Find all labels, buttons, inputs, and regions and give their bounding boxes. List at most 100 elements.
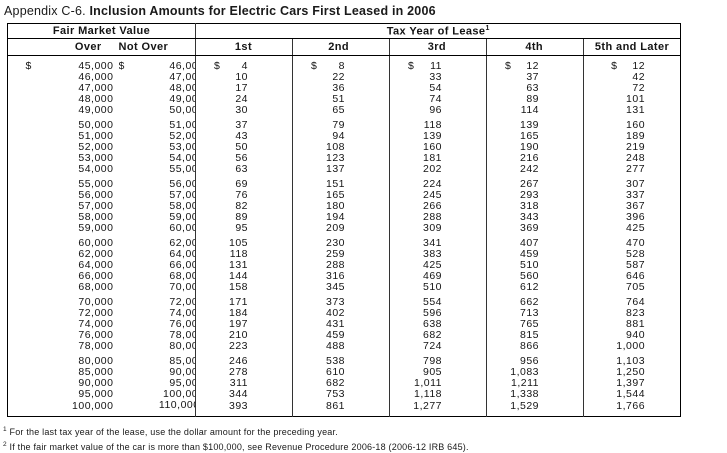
cell-value: 158 — [229, 282, 248, 293]
footnote-2: 2 If the fair market value of the car is… — [3, 439, 727, 453]
table-cell: 344 — [196, 389, 293, 400]
appendix-label: Appendix C-6. — [4, 4, 86, 18]
table-cell: $12 — [584, 61, 681, 72]
cell-value: 242 — [520, 164, 539, 175]
cell-value: 861 — [326, 401, 345, 412]
tax-year-label: Tax Year of Lease — [387, 25, 486, 37]
table-cell: 54,000 — [8, 164, 119, 175]
cell-value: 50 — [235, 142, 248, 153]
table-cell: 36 — [293, 83, 390, 94]
column-header-1st: 1st — [196, 39, 293, 56]
table-cell: 209 — [293, 223, 390, 234]
cell-value: 538 — [326, 356, 345, 367]
cell-value: 118 — [230, 249, 248, 260]
cell-value: 62,000 — [169, 238, 195, 249]
cell-value: 22 — [332, 72, 345, 83]
cell-value: 682 — [326, 378, 345, 389]
table-cell: 50,000 — [119, 105, 196, 116]
cell-value: 51,000 — [78, 131, 113, 142]
cell-value: 367 — [626, 201, 645, 212]
footnote-1: 1 For the last tax year of the lease, us… — [3, 424, 727, 439]
table-cell: 369 — [487, 223, 584, 234]
cell-value: 50,000 — [78, 120, 113, 131]
table-cell: 60,000 — [119, 223, 196, 234]
cell-value: 610 — [326, 367, 345, 378]
table-cell: 764 — [584, 297, 681, 308]
cell-value: 47,000 — [78, 83, 113, 94]
table-cell: 47,000 — [119, 72, 196, 83]
cell-value: 64,000 — [169, 249, 195, 260]
table-cell: 638 — [390, 319, 487, 330]
table-cell: 47,000 — [8, 83, 119, 94]
table-cell: 798 — [390, 356, 487, 367]
table-cell: 56,000 — [8, 190, 119, 201]
cell-value: 12 — [632, 61, 645, 72]
table-cell: 78,000 — [8, 341, 119, 352]
cell-value: 288 — [423, 212, 442, 223]
cell-value: 49,000 — [78, 105, 113, 116]
table-cell: 72 — [584, 83, 681, 94]
table-cell: 50,000 — [8, 120, 119, 131]
table-cell: $12 — [487, 61, 584, 72]
table-cell: 51,000 — [8, 131, 119, 142]
table-cell: 905 — [390, 367, 487, 378]
cell-value: 96 — [429, 105, 442, 116]
cell-value: 1,766 — [616, 401, 645, 412]
cell-value: 1,529 — [510, 401, 539, 412]
cell-value: 383 — [423, 249, 442, 260]
column-header-4th: 4th — [487, 39, 584, 56]
table-cell: 341 — [390, 238, 487, 249]
cell-value: 74,000 — [78, 319, 113, 330]
cell-value: 337 — [626, 190, 645, 201]
table-cell: 160 — [584, 120, 681, 131]
table-cell: 57,000 — [119, 190, 196, 201]
dollar-sign: $ — [611, 61, 617, 72]
cell-value: 459 — [326, 330, 345, 341]
table-cell: 861 — [293, 400, 390, 412]
cell-value: 53,000 — [78, 153, 113, 164]
cell-value: 1,250 — [616, 367, 645, 378]
cell-value: 373 — [326, 297, 345, 308]
table-cell: 108 — [293, 142, 390, 153]
table-cell: 248 — [584, 153, 681, 164]
cell-value: 638 — [423, 319, 442, 330]
table-cell: 425 — [584, 223, 681, 234]
cell-value: 393 — [229, 401, 248, 412]
table-cell: 70,000 — [119, 282, 196, 293]
cell-value: 89 — [235, 212, 248, 223]
dollar-sign: $ — [505, 61, 511, 72]
cell-value: 24 — [235, 94, 248, 105]
cell-value: 528 — [626, 249, 645, 260]
inclusion-amounts-table: Fair Market Value Tax Year of Lease1 Ove… — [7, 23, 681, 417]
table-cell: 345 — [293, 282, 390, 293]
table-cell: 66,000 — [8, 271, 119, 282]
footnote-2-ref: 2 — [3, 441, 7, 448]
table-cell: 1,103 — [584, 356, 681, 367]
table-cell: 343 — [487, 212, 584, 223]
cell-value: 72,000 — [169, 297, 195, 308]
table-cell: 80,000 — [119, 341, 196, 352]
cell-value: 58,000 — [78, 212, 113, 223]
cell-value: 52,000 — [169, 131, 195, 142]
tax-year-section-header: Tax Year of Lease1 — [196, 24, 681, 39]
cell-value: 42 — [632, 72, 645, 83]
table-cell: 216 — [487, 153, 584, 164]
cell-value: 131 — [626, 105, 645, 116]
column-header-not-over: Not Over — [119, 39, 196, 56]
cell-value: 425 — [423, 260, 442, 271]
cell-value: 765 — [520, 319, 539, 330]
cell-value: 180 — [326, 201, 345, 212]
cell-value: 881 — [626, 319, 645, 330]
cell-value: 612 — [520, 282, 539, 293]
table-cell: 316 — [293, 271, 390, 282]
table-cell: 63 — [487, 83, 584, 94]
cell-value: 90,000 — [78, 378, 113, 389]
cell-value: 56,000 — [169, 179, 195, 190]
table-cell: 72,000 — [8, 308, 119, 319]
